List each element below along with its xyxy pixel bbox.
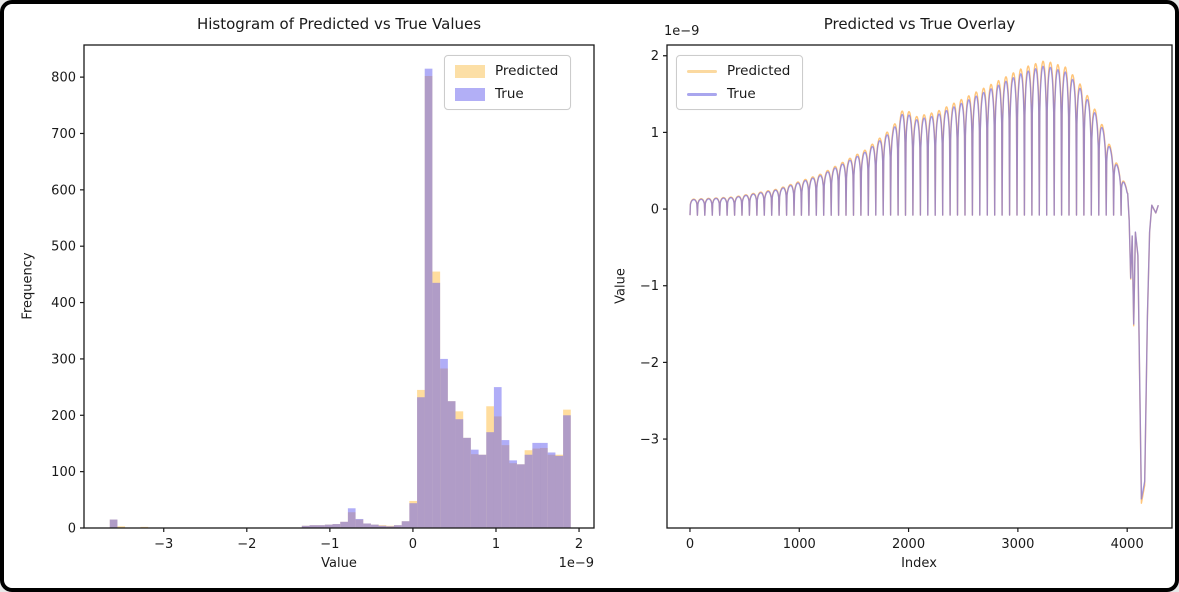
y-tick-label: 1 (651, 126, 659, 141)
histogram-bar-true (478, 454, 487, 528)
histogram-bar-true (470, 449, 479, 528)
histogram-title: Histogram of Predicted vs True Values (196, 15, 482, 33)
histogram-bar-true (340, 521, 348, 528)
overlay-axes: 2 1 0 −1 −2 −3 0 1000 2000 3000 4000 (640, 44, 1173, 552)
overlay-y-offset-text: 1e−9 (664, 24, 700, 39)
histogram-bar-true (540, 442, 548, 528)
y-tick-label: −2 (640, 356, 659, 371)
histogram-bar-true (324, 524, 333, 528)
overlay-legend: Predicted True (676, 55, 804, 110)
y-tick-label: 300 (51, 352, 76, 367)
overlay-xlabel: Index (901, 556, 937, 571)
histogram-x-offset-text: 1e−9 (558, 556, 594, 571)
axes-frame (666, 44, 1173, 529)
histogram-bar-predicted (117, 526, 126, 528)
true-series-line (689, 65, 1159, 500)
histogram-bar-true (532, 442, 541, 528)
overlay-title: Predicted vs True Overlay (823, 15, 1016, 33)
histogram-legend: Predicted True (444, 55, 572, 110)
histogram-bar-true (493, 387, 502, 528)
predicted-line-swatch-icon (687, 69, 717, 73)
legend-entry-true: True (687, 86, 790, 102)
x-tick-label: −3 (154, 537, 173, 552)
x-tick-label: 0 (409, 537, 417, 552)
histogram-bar-true (386, 526, 395, 528)
y-tick-label: 200 (51, 409, 76, 424)
y-tick-label: −1 (640, 279, 659, 294)
y-tick-label: 2 (651, 49, 659, 64)
histogram-bar-true (432, 282, 441, 528)
legend-entry-true: True (455, 86, 558, 102)
x-tick-label: −1 (320, 537, 339, 552)
histogram-bar-true (501, 440, 510, 528)
y-tick-label: 800 (51, 71, 76, 86)
histogram-bar-true (440, 358, 448, 528)
histogram-ylabel: Frequency (20, 252, 36, 320)
histogram-bar-true (524, 454, 533, 528)
histogram-bar-true (355, 518, 364, 528)
histogram-bar-true (409, 503, 418, 528)
histogram-bar-true (309, 525, 318, 528)
legend-label: Predicted (727, 63, 791, 79)
histogram-bar-true (347, 508, 356, 528)
legend-entry-predicted: Predicted (687, 63, 790, 79)
histogram-bar-true (424, 68, 433, 528)
histogram-bar-true (455, 419, 464, 528)
axes-frame (83, 44, 595, 529)
legend-label: True (727, 86, 756, 102)
plot-canvas: 0 100 200 300 400 500 600 700 800 −3 −2 −1 0 1 2 2 1 0 −1… (51, 44, 1173, 552)
overlay-predicted-line (689, 60, 1159, 504)
x-tick-label: 4000 (1111, 537, 1144, 552)
legend-label: True (495, 86, 524, 102)
y-tick-label: 400 (51, 296, 76, 311)
histogram-bar-true (301, 525, 310, 528)
histogram-bar-true (109, 519, 118, 528)
overlay-true-line (689, 65, 1159, 500)
x-tick-label: 2000 (892, 537, 925, 552)
predicted-series-line (689, 60, 1159, 504)
histogram-bar-true (317, 525, 325, 528)
histogram-bar-true (486, 432, 494, 528)
histogram-bar-true (555, 455, 564, 528)
true-swatch-icon (455, 87, 485, 101)
histogram-bar-true (563, 415, 571, 528)
legend-label: Predicted (495, 63, 559, 79)
x-tick-label: −2 (237, 537, 256, 552)
y-tick-label: 0 (68, 522, 76, 537)
histogram-bar-true (463, 437, 471, 528)
histogram-bar-true (547, 452, 556, 528)
histogram-true-bars (109, 68, 571, 528)
histogram-bar-true (378, 525, 387, 528)
histogram-bar-true (363, 523, 371, 528)
histogram-bar-true (393, 525, 402, 528)
x-tick-label: 1000 (783, 537, 816, 552)
x-tick-label: 2 (575, 537, 583, 552)
histogram-bar-true (509, 460, 517, 528)
x-tick-label: 1 (492, 537, 500, 552)
y-tick-label: 500 (51, 240, 76, 255)
histogram-bar-true (401, 521, 410, 528)
legend-entry-predicted: Predicted (455, 63, 558, 79)
histogram-axes: 0 100 200 300 400 500 600 700 800 −3 −2 −1 0 1 2 (51, 44, 595, 552)
y-tick-label: 600 (51, 183, 76, 198)
histogram-bar-true (447, 401, 456, 528)
overlay-ylabel: Value (613, 268, 629, 304)
y-tick-label: 700 (51, 127, 76, 142)
y-tick-label: 100 (51, 465, 76, 480)
histogram-predicted-bars (109, 75, 571, 528)
x-tick-label: 0 (686, 537, 694, 552)
histogram-bar-true (417, 397, 425, 528)
y-tick-label: 0 (651, 203, 659, 218)
histogram-bar-true (332, 524, 341, 528)
histogram-xlabel: Value (321, 556, 357, 571)
x-tick-label: 3000 (1001, 537, 1034, 552)
true-line-swatch-icon (687, 92, 717, 96)
predicted-swatch-icon (455, 64, 485, 78)
y-tick-label: −3 (640, 433, 659, 448)
histogram-bar-true (370, 524, 379, 528)
histogram-bar-true (517, 464, 525, 528)
